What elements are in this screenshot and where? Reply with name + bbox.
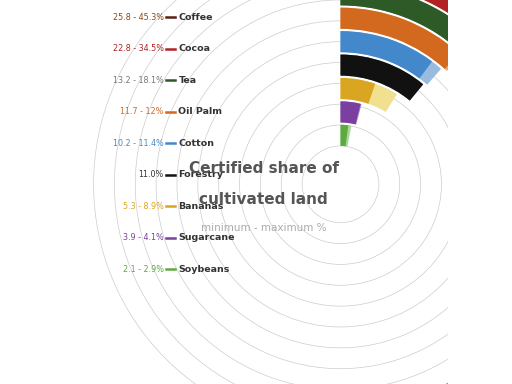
Text: Sugarcane: Sugarcane [178,233,235,242]
Wedge shape [340,0,512,109]
Wedge shape [340,125,351,147]
Text: 13.2 - 18.1%: 13.2 - 18.1% [113,76,164,85]
Text: Cotton: Cotton [178,139,215,148]
Text: 10.2 - 11.4%: 10.2 - 11.4% [113,139,164,148]
Text: 22.8 - 34.5%: 22.8 - 34.5% [113,44,164,53]
Text: 5.3 - 8.9%: 5.3 - 8.9% [123,202,164,211]
Wedge shape [340,31,432,78]
Wedge shape [340,0,512,384]
Wedge shape [340,55,423,101]
Text: 11.0%: 11.0% [139,170,164,179]
Wedge shape [340,8,461,71]
Wedge shape [340,101,360,124]
Text: Bananas: Bananas [178,202,224,211]
Text: Coffee: Coffee [178,13,213,22]
Wedge shape [340,55,423,101]
Wedge shape [340,101,361,124]
Wedge shape [340,78,397,112]
Text: 25.8 - 45.3%: 25.8 - 45.3% [113,13,164,22]
Wedge shape [340,8,459,69]
Wedge shape [340,0,512,310]
Text: minimum - maximum %: minimum - maximum % [201,223,327,233]
Wedge shape [340,0,488,63]
Wedge shape [340,0,512,197]
Wedge shape [340,78,375,104]
Text: Tea: Tea [178,76,197,85]
Text: 3.9 - 4.1%: 3.9 - 4.1% [123,233,164,242]
Text: Certified share of: Certified share of [189,161,338,177]
Text: 11.7 - 12%: 11.7 - 12% [120,107,164,116]
Text: Oil Palm: Oil Palm [178,107,222,116]
Wedge shape [340,125,348,146]
Wedge shape [340,31,441,85]
Text: Soybeans: Soybeans [178,265,230,274]
Text: cultivated land: cultivated land [199,192,328,207]
Text: Cocoa: Cocoa [178,44,210,53]
Wedge shape [340,0,512,156]
Text: Forestry: Forestry [178,170,223,179]
Text: 2.1 - 2.9%: 2.1 - 2.9% [123,265,164,274]
